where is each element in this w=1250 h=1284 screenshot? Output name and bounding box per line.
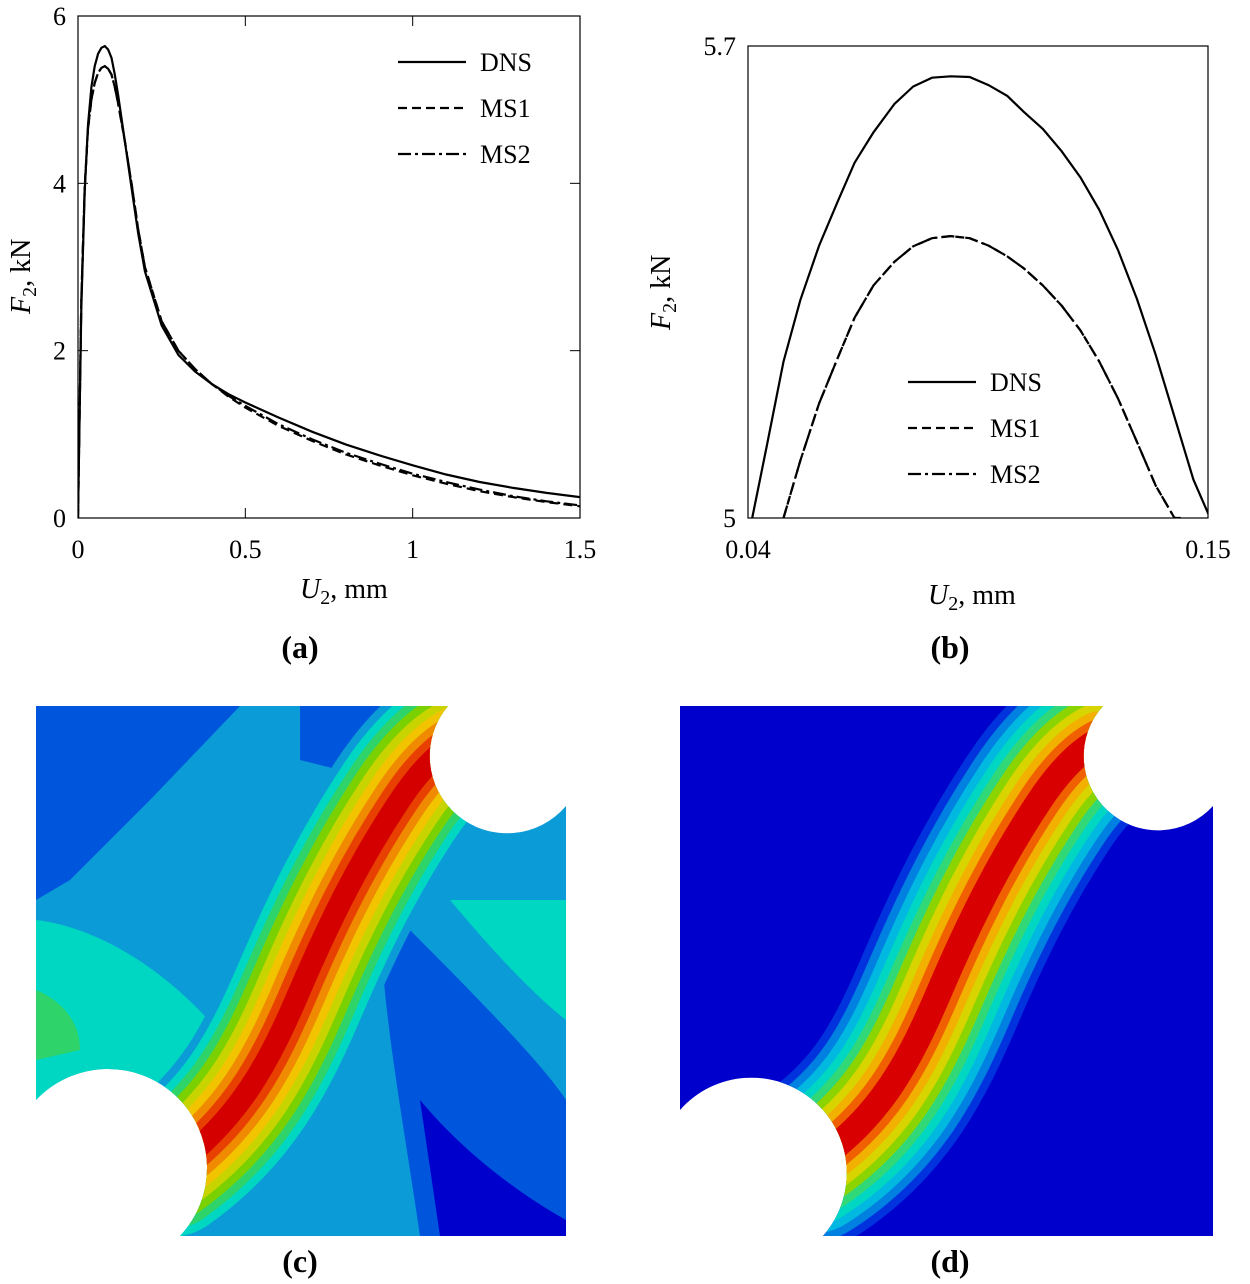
chart-a-xlabel: U2, mm (300, 574, 388, 609)
chart-b-ylabel-sub: 2 (659, 303, 681, 313)
a-xtick-label: 1 (406, 535, 419, 564)
chart-b-xlabel-unit: , mm (958, 580, 1016, 611)
b-legend-label-ms2: MS2 (990, 460, 1041, 489)
b-series-ms1 (782, 234, 1181, 518)
b-xtick-label: 0.15 (1185, 535, 1231, 564)
a-ytick-label: 4 (53, 169, 66, 198)
a-xtick-label: 1.5 (564, 535, 597, 564)
chart-a-ylabel-sub: 2 (19, 287, 41, 297)
a-ytick-label: 0 (53, 504, 66, 533)
chart-a-xlabel-unit: , mm (330, 574, 388, 605)
a-ytick-label: 2 (53, 337, 66, 366)
contour-c: (c) (36, 706, 566, 1279)
a-series-ms1 (78, 64, 580, 518)
contour-c-region (420, 1100, 566, 1236)
chart-a-frame (77, 15, 581, 519)
b-ytick-label: 5.7 (704, 32, 737, 61)
chart-a-ylabel-symbol: F (6, 296, 37, 315)
b-series-ms2 (782, 234, 1181, 518)
chart-b-frame (747, 45, 1209, 519)
contour-c-region (36, 706, 240, 900)
chart-a-xlabel-sub: 2 (320, 587, 330, 609)
chart-a-legend: DNS MS1 MS2 (398, 48, 532, 169)
chart-b-xlabel-symbol: U (928, 580, 950, 611)
chart-b-legend: DNS MS1 MS2 (908, 368, 1042, 489)
chart-a-ylabel-unit: , kN (6, 239, 37, 287)
contour-d: (d) (680, 706, 1213, 1279)
a-series-ms2 (78, 64, 580, 518)
a-xtick-label: 0 (72, 535, 85, 564)
b-xtick-label: 0.04 (725, 535, 771, 564)
chart-a-xlabel-symbol: U (300, 574, 322, 605)
a-ytick-label: 6 (53, 2, 66, 31)
contour-c-region (380, 900, 566, 1236)
contour-d-band-9 (797, 727, 1113, 1178)
contour-c-band-8 (159, 729, 471, 1181)
a-series-dns (78, 44, 580, 518)
panel-label-c: (c) (282, 1243, 318, 1279)
b-legend-label-dns: DNS (990, 368, 1042, 397)
chart-b-xlabel: U2, mm (928, 580, 1016, 615)
contour-c-region (450, 900, 566, 1020)
contour-c-region (36, 990, 80, 1060)
a-legend-label-ms1: MS1 (480, 94, 531, 123)
a-xtick-label: 0.5 (229, 535, 262, 564)
b-ytick-label: 5 (723, 504, 736, 533)
a-legend-label-ms2: MS2 (480, 140, 531, 169)
panel-label-a: (a) (281, 629, 318, 665)
chart-b-ylabel: F2, kN (646, 255, 681, 331)
b-series-dns (751, 75, 1208, 518)
b-legend-label-ms1: MS1 (990, 414, 1041, 443)
panel-label-b: (b) (930, 629, 969, 665)
chart-b-ylabel-unit: , kN (646, 255, 677, 303)
panel-label-d: (d) (930, 1243, 969, 1279)
chart-b-xlabel-sub: 2 (948, 593, 958, 615)
chart-b-ylabel-symbol: F (646, 312, 677, 331)
a-legend-label-dns: DNS (480, 48, 532, 77)
chart-a-ylabel: F2, kN (6, 239, 41, 315)
